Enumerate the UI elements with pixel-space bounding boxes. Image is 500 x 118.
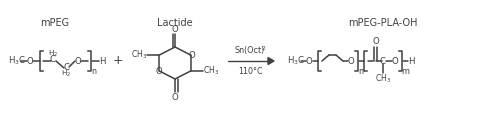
Text: O: O xyxy=(188,51,195,59)
Text: mPEG-PLA-OH: mPEG-PLA-OH xyxy=(348,18,418,28)
Text: CH$_3$: CH$_3$ xyxy=(375,73,391,85)
Text: 110°C: 110°C xyxy=(238,67,262,76)
Text: H: H xyxy=(99,57,105,65)
Text: n: n xyxy=(358,67,364,76)
Text: O: O xyxy=(155,67,162,76)
Text: C: C xyxy=(380,57,386,65)
Polygon shape xyxy=(268,57,274,65)
Text: O: O xyxy=(392,57,398,65)
Text: 2: 2 xyxy=(262,46,266,51)
Text: O: O xyxy=(74,57,82,65)
Text: C: C xyxy=(50,55,56,65)
Text: H$_2$: H$_2$ xyxy=(48,49,58,59)
Text: H$_3$C: H$_3$C xyxy=(287,55,305,67)
Text: O: O xyxy=(306,57,312,65)
Text: O: O xyxy=(348,57,354,65)
Text: O: O xyxy=(372,38,379,46)
Text: H: H xyxy=(408,57,414,65)
Text: O: O xyxy=(26,57,34,65)
Text: m: m xyxy=(401,67,409,76)
Text: O: O xyxy=(172,25,178,34)
Text: mPEG: mPEG xyxy=(40,18,70,28)
Text: H$_2$: H$_2$ xyxy=(61,69,71,79)
Text: +: + xyxy=(112,55,124,67)
Text: O: O xyxy=(172,93,178,101)
Text: CH$_3$: CH$_3$ xyxy=(132,49,148,61)
Text: CH$_3$: CH$_3$ xyxy=(202,65,218,77)
Text: H$_3$C: H$_3$C xyxy=(8,55,26,67)
Text: C: C xyxy=(63,63,69,72)
Text: n: n xyxy=(92,67,96,76)
Text: Lactide: Lactide xyxy=(157,18,193,28)
Text: Sn(Oct): Sn(Oct) xyxy=(235,46,265,55)
